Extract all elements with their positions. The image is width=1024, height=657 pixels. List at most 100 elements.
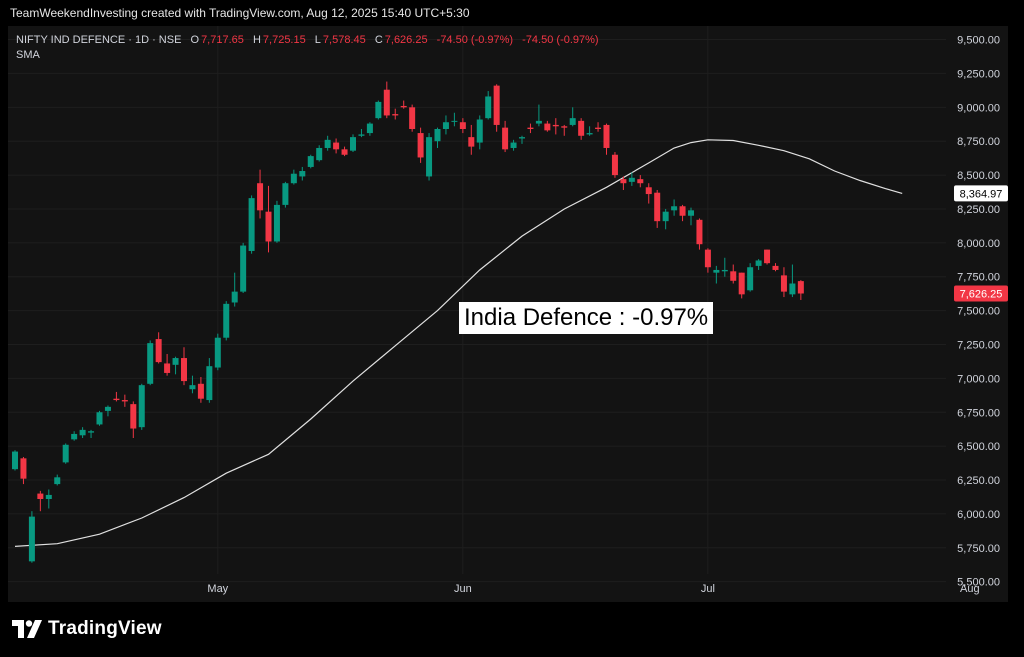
low-key: L	[314, 34, 321, 46]
candle	[121, 394, 128, 407]
candle	[130, 401, 137, 439]
candle	[282, 181, 289, 208]
price-tick-label: 9,500.00	[957, 35, 1000, 47]
candle	[265, 185, 272, 253]
candle-body	[780, 275, 787, 292]
open-value: 7,717.65	[201, 34, 244, 46]
candle	[28, 511, 35, 563]
symbol-label[interactable]: NIFTY IND DEFENCE · 1D · NSE	[16, 34, 182, 46]
candle-body	[206, 366, 213, 401]
candle	[62, 443, 69, 464]
candle	[299, 166, 306, 181]
time-tick-label: Jun	[454, 583, 472, 595]
candle	[645, 183, 652, 204]
candle	[88, 429, 95, 439]
sma-layer	[14, 139, 903, 547]
candle-body	[713, 269, 720, 273]
candle	[79, 427, 86, 439]
candle-body	[79, 429, 86, 436]
candle	[789, 264, 796, 298]
candle	[502, 120, 509, 153]
close-key: C	[374, 34, 383, 46]
candle-body	[620, 179, 627, 184]
price-tick-label: 5,500.00	[957, 577, 1000, 589]
candle	[341, 146, 348, 157]
price-axis[interactable]: 5,500.00 5,750.00 6,000.00 6,250.00 6,500.00…	[946, 26, 1008, 602]
candle-body	[392, 114, 399, 116]
time-axis[interactable]: May Jun Jul Aug	[207, 583, 979, 595]
candle	[214, 333, 221, 371]
candle-body	[603, 124, 610, 148]
footer-bar: TradingView	[0, 602, 1024, 657]
chart-legend: NIFTY IND DEFENCE · 1D · NSE O 7,717.65 H…	[16, 34, 601, 61]
candle-body	[772, 265, 779, 270]
candle	[519, 135, 525, 144]
price-tick-label: 6,250.00	[957, 475, 1000, 487]
candle	[172, 356, 179, 375]
candle-body	[535, 120, 542, 124]
candle-body	[561, 126, 568, 128]
candle-body	[755, 260, 762, 266]
candle-body	[257, 183, 264, 211]
candle-body	[231, 291, 238, 303]
grid-lines	[8, 26, 971, 583]
candle	[780, 267, 787, 298]
candle-body	[578, 120, 585, 136]
price-tick-label: 7,500.00	[957, 306, 1000, 318]
price-tick-label: 7,000.00	[957, 373, 1000, 385]
candle	[544, 120, 551, 132]
candlestick-chart[interactable]: 5,500.00 5,750.00 6,000.00 6,250.00 6,500.00…	[8, 26, 1008, 602]
candle-body	[20, 458, 27, 479]
candle	[468, 124, 475, 155]
candle-body	[493, 85, 500, 125]
candle	[738, 272, 745, 299]
candle-body	[172, 358, 179, 365]
candle-body	[164, 363, 171, 373]
attribution-text: TeamWeekendInvesting created with Tradin…	[10, 6, 470, 20]
candle-body	[611, 154, 618, 176]
candle	[155, 332, 162, 364]
candle-body	[738, 272, 745, 295]
candle	[671, 199, 678, 216]
candle	[273, 200, 280, 243]
candle	[747, 263, 754, 292]
candle-body	[400, 105, 407, 108]
candle	[240, 242, 247, 293]
candle	[417, 127, 424, 163]
candle	[569, 107, 576, 127]
sma-price-tag: 8,364.97	[960, 188, 1003, 200]
candle	[138, 383, 145, 430]
candle-body	[662, 211, 669, 222]
candle	[772, 263, 779, 272]
candle	[442, 115, 449, 135]
candle	[375, 100, 382, 120]
candle-body	[595, 127, 602, 130]
candle-body	[797, 281, 804, 294]
tradingview-logo[interactable]: TradingView	[12, 618, 162, 640]
candle	[164, 353, 171, 376]
candle-body	[341, 149, 348, 155]
candle-body	[214, 337, 221, 368]
candle-body	[197, 383, 204, 399]
candle-body	[468, 137, 475, 147]
attribution-bar: TeamWeekendInvesting created with Tradin…	[0, 0, 1024, 26]
candle-body	[282, 183, 289, 205]
candle-body	[12, 451, 18, 470]
last-price-tag-bg	[954, 285, 1008, 302]
candle-body	[442, 122, 449, 130]
indicator-label[interactable]: SMA	[16, 49, 40, 61]
candle-body	[147, 343, 154, 384]
candle-body	[696, 219, 703, 245]
candle	[12, 450, 18, 471]
candle-body	[375, 101, 382, 119]
candle	[257, 169, 264, 219]
candle-body	[383, 89, 390, 116]
candle	[696, 218, 703, 250]
candle	[307, 154, 314, 169]
candle	[730, 264, 737, 284]
candle-body	[290, 173, 297, 184]
candle-body	[637, 179, 644, 184]
candle	[688, 207, 694, 226]
candle-body	[88, 431, 95, 433]
candle	[510, 139, 517, 151]
